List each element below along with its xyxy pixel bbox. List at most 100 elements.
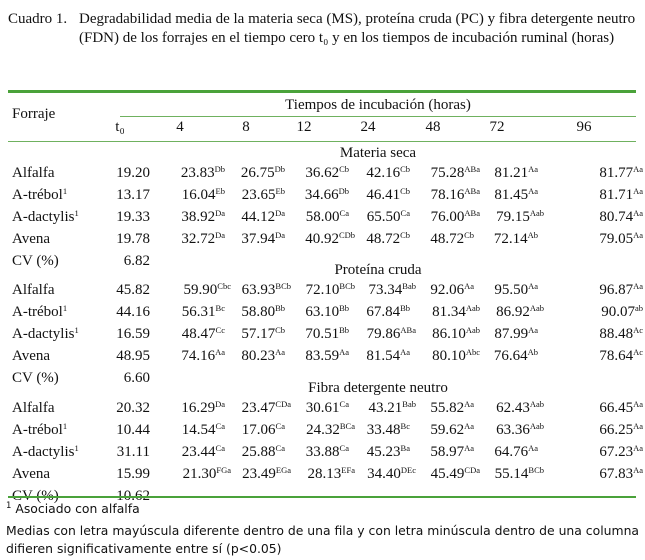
cv-row: CV (%) 6.82 bbox=[0, 253, 645, 275]
value-cell: 63.36Aab bbox=[496, 422, 544, 439]
cell-value: 23.44 bbox=[181, 444, 216, 460]
value-cell: 74.16Aa bbox=[181, 348, 225, 365]
cv-label: CV (%) bbox=[12, 253, 59, 269]
table-row: A-dactylis1 16.59 48.47Cc 57.17Cb 70.51Bb 79.… bbox=[0, 326, 645, 348]
significance-letters: Da bbox=[275, 230, 285, 240]
cell-value: 72.14 bbox=[493, 231, 528, 247]
significance-letters: Aa bbox=[464, 399, 474, 409]
significance-letters: ab bbox=[634, 303, 643, 313]
cell-value: 43.21 bbox=[368, 400, 403, 416]
significance-letters: EGa bbox=[275, 465, 291, 475]
significance-letters: Aa bbox=[400, 347, 410, 357]
value-cell: 58.97Aa bbox=[430, 444, 474, 461]
value-cell: 14.54Ca bbox=[182, 422, 225, 439]
significance-letters: DEc bbox=[400, 465, 416, 475]
value-cell: 10.44 bbox=[116, 422, 150, 439]
table-row: A-trébol1 10.44 14.54Ca 17.06Ca 24.32BCa 33.4… bbox=[0, 422, 645, 444]
cell-value: 72.10 bbox=[305, 282, 340, 298]
significance-letters: Ca bbox=[400, 208, 410, 218]
significance-letters: Bb bbox=[400, 303, 410, 313]
forage-label: Alfalfa bbox=[12, 282, 55, 298]
value-cell: 72.14Ab bbox=[494, 231, 538, 248]
significance-letters: CDa bbox=[275, 399, 291, 409]
cell-value: 63.93 bbox=[241, 282, 276, 298]
column-header-3: 12 bbox=[296, 119, 312, 135]
significance-letters: BCa bbox=[339, 421, 355, 431]
significance-letters: Db bbox=[338, 186, 349, 196]
forage-label: A-dactylis bbox=[12, 444, 75, 460]
forage-name: Alfalfa bbox=[12, 165, 54, 182]
bottom-rule bbox=[8, 496, 636, 498]
cell-value: 30.61 bbox=[305, 400, 340, 416]
cell-value: 36.62 bbox=[305, 165, 340, 181]
cell-value: 67.83 bbox=[599, 466, 634, 482]
footnote-marker: 1 bbox=[74, 208, 79, 218]
significance-letters: Ca bbox=[275, 443, 285, 453]
significance-letters: Cb bbox=[464, 230, 474, 240]
forage-label: Avena bbox=[12, 466, 51, 482]
significance-letters: Aa bbox=[464, 421, 474, 431]
footnote-marker: 1 bbox=[62, 186, 68, 196]
tiempos-header: Tiempos de incubación (horas) bbox=[285, 97, 471, 113]
significance-letters: Aa bbox=[633, 399, 643, 409]
column-header-7: 96 bbox=[576, 119, 592, 135]
cell-value: 63.36 bbox=[496, 422, 530, 438]
value-cell: 62.43Aab bbox=[496, 400, 544, 417]
significance-letters: Aa bbox=[528, 164, 538, 174]
value-cell: 36.62Cb bbox=[305, 165, 349, 182]
forage-label: A-trébol bbox=[12, 304, 63, 320]
value-cell: 78.16ABa bbox=[431, 187, 480, 204]
cell-value: 33.88 bbox=[305, 444, 340, 460]
significance-letters: Aa bbox=[633, 465, 643, 475]
value-cell: 23.49EGa bbox=[242, 466, 291, 483]
top-rule bbox=[8, 90, 636, 93]
value-cell: 66.25Aa bbox=[599, 422, 643, 439]
footnote-2: Medias con letra mayúscula diferente den… bbox=[6, 523, 640, 556]
cell-value: 87.99 bbox=[494, 326, 529, 342]
cell-value: 40.92 bbox=[305, 231, 339, 247]
significance-letters: Aa bbox=[339, 347, 349, 357]
significance-letters: Db bbox=[274, 164, 285, 174]
cell-value: 38.92 bbox=[181, 209, 216, 225]
cell-value: 32.72 bbox=[181, 231, 216, 247]
cell-value: 56.31 bbox=[181, 304, 216, 320]
value-cell: 33.48Bc bbox=[367, 422, 410, 439]
forage-label: Avena bbox=[12, 348, 51, 364]
footnote-1-text: Asociado con alfalfa bbox=[15, 501, 140, 516]
significance-letters: Aa bbox=[633, 281, 643, 291]
significance-letters: Ab bbox=[527, 347, 538, 357]
significance-letters: Aa bbox=[464, 443, 474, 453]
cell-value: 62.43 bbox=[496, 400, 530, 416]
section-title: Materia seca bbox=[339, 145, 417, 161]
significance-letters: Ca bbox=[339, 443, 349, 453]
cell-value: 15.99 bbox=[116, 466, 150, 482]
significance-letters: Aab bbox=[529, 303, 544, 313]
significance-letters: Bab bbox=[402, 399, 416, 409]
cell-value: 66.45 bbox=[599, 400, 634, 416]
column-header-5: 48 bbox=[425, 119, 441, 135]
cell-value: 16.59 bbox=[116, 326, 150, 342]
value-cell: 80.10Abc bbox=[432, 348, 480, 365]
cv-row: CV (%) 6.60 bbox=[0, 370, 645, 392]
footnote-marker: 1 bbox=[74, 325, 79, 335]
value-cell: 23.47CDa bbox=[242, 400, 291, 417]
cell-value: 19.20 bbox=[116, 165, 150, 181]
cell-value: 86.10 bbox=[432, 326, 466, 342]
significance-letters: Aa bbox=[275, 347, 285, 357]
significance-letters: Da bbox=[215, 399, 225, 409]
value-cell: 13.17 bbox=[116, 187, 150, 204]
cell-value: 66.25 bbox=[599, 422, 634, 438]
cell-value: 23.49 bbox=[242, 466, 276, 482]
value-cell: 67.83Aa bbox=[599, 466, 643, 483]
value-cell: 81.45Aa bbox=[494, 187, 538, 204]
forage-name: A-trébol1 bbox=[12, 304, 67, 321]
significance-letters: Cb bbox=[400, 164, 410, 174]
cell-value: 76.00 bbox=[430, 209, 465, 225]
cv-value: 6.82 bbox=[123, 253, 150, 269]
cell-value: 78.16 bbox=[430, 187, 465, 203]
value-cell: 37.94Da bbox=[241, 231, 285, 248]
caption-label: Cuadro 1. bbox=[8, 11, 68, 27]
significance-letters: Bc bbox=[400, 421, 410, 431]
significance-letters: Aa bbox=[633, 421, 643, 431]
value-cell: 23.65Eb bbox=[242, 187, 285, 204]
